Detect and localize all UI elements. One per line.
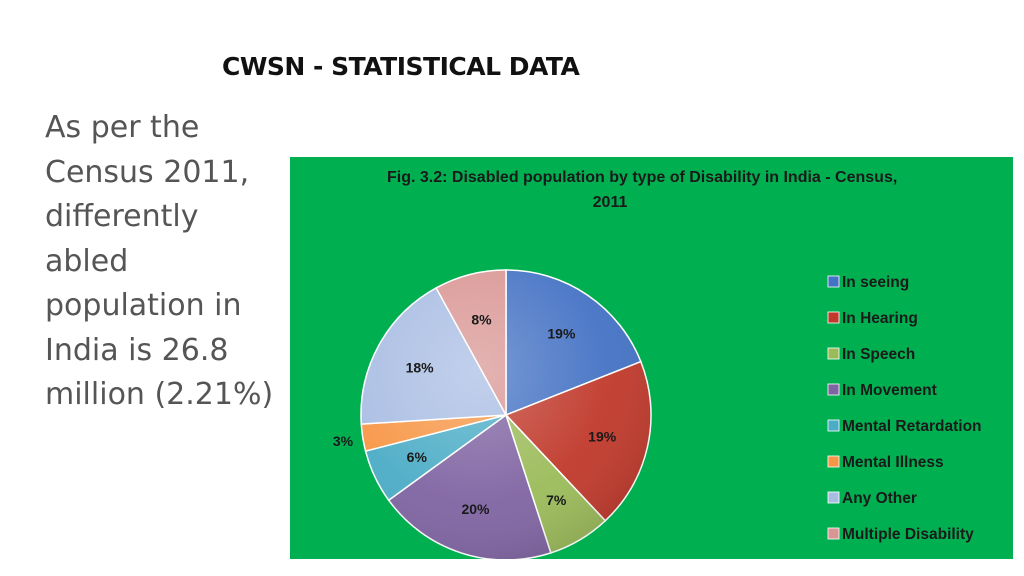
body-line: India is 26.8 — [45, 332, 229, 368]
body-line: abled — [45, 243, 129, 279]
legend-label-in-hearing: In Hearing — [842, 310, 918, 327]
legend-label-any-other: Any Other — [842, 490, 917, 507]
legend-swatch-any-other — [827, 491, 840, 504]
slice-label-in-seeing: 19% — [547, 325, 576, 341]
body-line: As per the — [45, 110, 200, 145]
pie-slices — [360, 269, 652, 559]
figure-panel: Fig. 3.2: Disabled population by type of… — [290, 157, 1013, 559]
pie-data-labels: 19% 19% 7% 20% 6% 3% 18% 8% — [333, 312, 617, 517]
legend-swatch-mental-retardation — [827, 419, 840, 432]
body-line: differently — [45, 199, 199, 234]
body-line: population in — [45, 288, 242, 323]
legend-swatch-in-seeing — [827, 275, 840, 288]
legend-swatch-in-speech — [827, 347, 840, 360]
chart-title: Fig. 3.2: Disabled population by type of… — [387, 169, 897, 186]
body-line: Census 2011, — [45, 154, 250, 190]
legend-swatch-in-hearing — [827, 311, 840, 324]
legend-swatch-multiple-disability — [827, 527, 840, 540]
slice-label-in-movement: 20% — [461, 501, 490, 517]
slice-label-in-speech: 7% — [546, 492, 567, 508]
slice-label-multiple-disability: 8% — [471, 312, 492, 328]
legend-label-mental-retardation: Mental Retardation — [842, 418, 982, 435]
slice-label-mental-illness: 3% — [333, 433, 354, 449]
body-line: million (2.21%) — [45, 377, 274, 412]
pie-chart: Fig. 3.2: Disabled population by type of… — [333, 169, 982, 559]
chart-title-line2: 2011 — [593, 194, 628, 211]
legend-label-in-seeing: In seeing — [842, 274, 909, 291]
slice-label-mental-retardation: 6% — [407, 449, 428, 465]
chart-legend: In seeing In Hearing In Speech In Movement M… — [827, 274, 982, 543]
legend-label-in-movement: In Movement — [842, 382, 937, 399]
legend-swatch-mental-illness — [827, 455, 840, 468]
slice-label-in-hearing: 19% — [588, 429, 617, 445]
slide-title: CWSN - STATISTICAL DATA — [222, 52, 580, 81]
legend-label-in-speech: In Speech — [842, 346, 915, 363]
body-text: As per the Census 2011, differently able… — [45, 106, 280, 418]
legend-label-multiple-disability: Multiple Disability — [842, 526, 974, 543]
legend-label-mental-illness: Mental Illness — [842, 454, 944, 471]
legend-swatch-in-movement — [827, 383, 840, 396]
slice-label-any-other: 18% — [406, 360, 435, 376]
